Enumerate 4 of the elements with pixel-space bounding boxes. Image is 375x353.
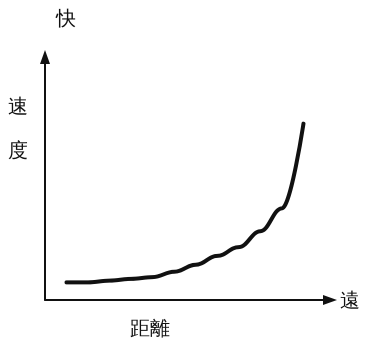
y-axis-title: 速度	[8, 94, 28, 162]
x-axis-title: 距離	[130, 316, 170, 340]
text: 快	[55, 6, 76, 30]
text: 遠	[340, 288, 360, 312]
